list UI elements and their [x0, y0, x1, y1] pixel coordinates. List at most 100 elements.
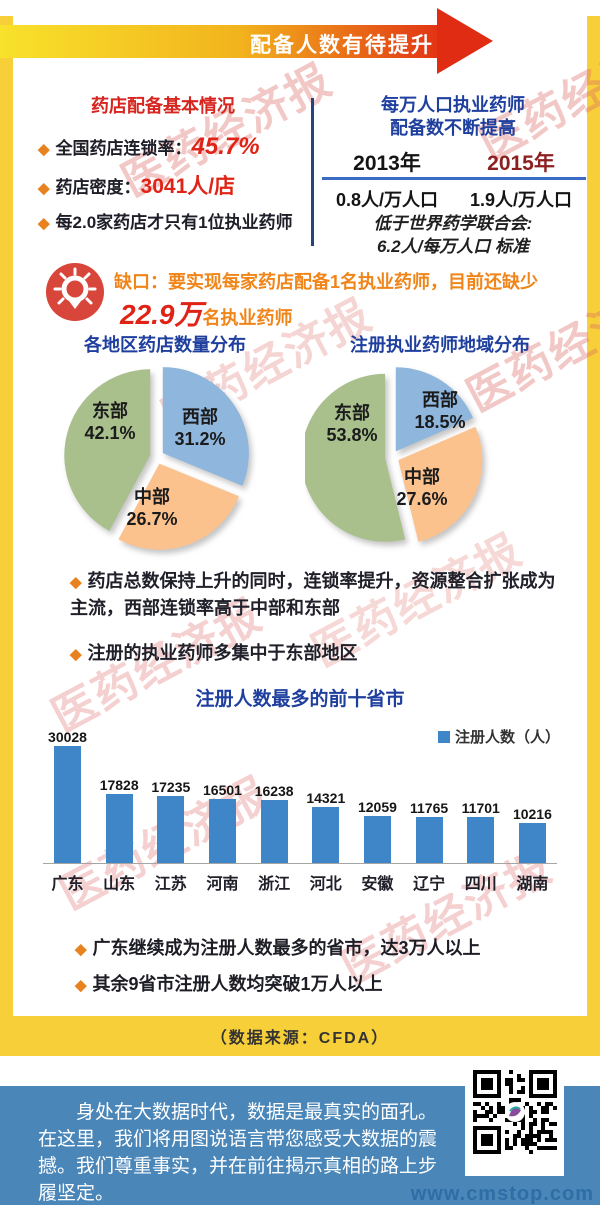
- slice-name: 东部: [334, 403, 370, 423]
- bar-category-label: 辽宁: [413, 876, 446, 893]
- bar-category-label: 江苏: [154, 876, 187, 893]
- per-capita-years: 2013年 2015年: [320, 147, 588, 177]
- diamond-icon: ◆: [38, 141, 50, 158]
- diamond-icon: ◆: [75, 977, 87, 994]
- bar: 16238: [250, 783, 299, 863]
- bar-category-label: 河北: [309, 876, 342, 893]
- note-others: ◆ 其余9省市注册人数均突破1万人以上: [75, 970, 383, 996]
- slice-name: 中部: [404, 467, 440, 487]
- bar-value-label: 17235: [151, 779, 191, 795]
- bar-chart-title: 注册人数最多的前十省市: [195, 689, 405, 710]
- pie-chart-pharmacies: 东部 42.1% 西部 31.2% 中部 26.7%: [40, 357, 285, 562]
- value-2015: 1.9人/万人口: [469, 190, 573, 210]
- diamond-icon: ◆: [70, 646, 82, 663]
- column-divider: [311, 98, 314, 246]
- year-2015: 2015年: [487, 152, 555, 175]
- pie1-label-west: 西部 31.2%: [145, 407, 255, 450]
- data-source-text: （数据来源：CFDA）: [210, 1030, 390, 1047]
- diamond-icon: ◆: [70, 574, 82, 591]
- bar-category-label: 浙江: [258, 876, 291, 893]
- bar: 17828: [95, 777, 144, 863]
- bullet-value: 45.7%: [191, 133, 260, 160]
- bullet-chain-rate: ◆ 全国药店连锁率：45.7%: [38, 133, 260, 161]
- year-2013: 2013年: [353, 152, 421, 175]
- finding-text: 药店总数保持上升的同时，连锁率提升，资源整合扩张成为主流，西部连锁率高于中部和东…: [70, 571, 556, 618]
- site-watermark: www.cmstop.com: [410, 1183, 594, 1205]
- qr-code-pattern: [472, 1070, 557, 1154]
- fip-standard-note: 低于世界药学联合会: 6.2人/每万人口 标准: [318, 213, 588, 259]
- slice-name: 东部: [92, 401, 128, 421]
- pie1-label-east: 东部 42.1%: [55, 401, 165, 444]
- data-source-band: （数据来源：CFDA）: [0, 1016, 600, 1056]
- finding-east: ◆ 注册的执业药师多集中于东部地区: [70, 640, 562, 667]
- bar-rect: [312, 807, 340, 863]
- bar-rect: [518, 823, 546, 863]
- slice-name: 西部: [422, 390, 458, 410]
- bar: 16501: [198, 782, 247, 863]
- slice-name: 中部: [134, 487, 170, 507]
- bar-value-label: 14321: [306, 790, 346, 806]
- diamond-icon: ◆: [38, 180, 50, 197]
- slice-pct: 18.5%: [414, 411, 466, 432]
- bar-legend: 注册人数（人）: [437, 726, 560, 747]
- basics-title: 药店配备基本情况: [91, 96, 235, 116]
- slice-pct: 31.2%: [174, 428, 226, 449]
- bullet-density: ◆ 药店密度：3041人/店: [38, 170, 235, 200]
- pie1-svg: [64, 367, 249, 550]
- slice-name: 西部: [182, 407, 218, 427]
- bulb-icon: [46, 263, 104, 321]
- bar-value-label: 12059: [357, 799, 397, 815]
- banner-arrow: 配备人数有待提升: [0, 8, 600, 78]
- bar-category-label: 山东: [103, 876, 136, 893]
- legend-label: 注册人数（人）: [454, 729, 560, 746]
- gap-text: 缺口：要实现每家药店配备1名执业药师，目前还缺少: [114, 272, 539, 292]
- note-text: 其余9省市注册人数均突破1万人以上: [92, 974, 383, 994]
- banner-title: 配备人数有待提升: [250, 34, 434, 57]
- bar-category-label: 四川: [464, 876, 497, 893]
- pie-chart-pharmacists: 东部 53.8% 西部 18.5% 中部 27.6%: [301, 357, 550, 562]
- bar: 11701: [456, 800, 505, 863]
- pie2-label-east: 东部 53.8%: [297, 403, 407, 446]
- bar-value-label: 10216: [512, 806, 552, 822]
- per-capita-values: 0.8人/万人口 1.9人/万人口: [320, 186, 588, 212]
- note-text: 广东继续成为注册人数最多的省市，达3万人以上: [92, 938, 481, 958]
- footer-text: 身处在大数据时代，数据是最真实的面孔。在这里，我们将用图说语言带您感受大数据的震…: [38, 1102, 438, 1204]
- bullet-ratio: ◆ 每2.0家药店才只有1位执业药师: [38, 208, 293, 233]
- bullet-label: 全国药店连锁率：: [55, 139, 192, 158]
- slice-pct: 42.1%: [84, 422, 136, 443]
- per-capita-title: 每万人口执业药师 配备数不断提高: [318, 94, 588, 139]
- bar-category-label: 安徽: [361, 876, 394, 893]
- bar: 11765: [405, 800, 454, 863]
- bar-value-label: 16238: [254, 783, 294, 799]
- slice-pct: 53.8%: [326, 424, 378, 445]
- bullet-label: 每2.0家药店才只有1位执业药师: [55, 213, 293, 232]
- fip-note-line2: 6.2人/每万人口 标准: [376, 236, 530, 256]
- pie1-title: 各地区药店数量分布: [84, 335, 246, 355]
- bar-category-label: 湖南: [516, 876, 549, 893]
- per-capita-title-line1: 每万人口执业药师: [381, 95, 525, 115]
- frame-right-rail: [587, 16, 600, 1022]
- bar-category-label: 河南: [206, 876, 239, 893]
- arrow-head-icon: [437, 8, 493, 74]
- pie2-title: 注册执业药师地域分布: [350, 335, 530, 355]
- bar: 10216: [508, 806, 557, 863]
- bar: 14321: [301, 790, 350, 863]
- fip-note-line1: 低于世界药学联合会:: [373, 214, 533, 233]
- pie1-label-central: 中部 26.7%: [97, 487, 207, 530]
- bar-chart: 注册人数（人） 30028 17828 17235 16501 16238 14321 12…: [35, 722, 565, 904]
- gap-suffix: 名执业药师: [202, 308, 293, 328]
- bar-categories: 广东 山东 江苏 河南 浙江 河北 安徽 辽宁 四川 湖南: [43, 870, 557, 894]
- diamond-icon: ◆: [75, 941, 87, 958]
- years-underline: [322, 177, 586, 180]
- bar-rect: [415, 817, 443, 863]
- bullet-value: 3041人/店: [140, 175, 236, 198]
- bar-rect: [363, 816, 391, 863]
- pie2-label-central: 中部 27.6%: [367, 467, 477, 510]
- per-capita-title-line2: 配备数不断提高: [390, 117, 516, 138]
- slice-pct: 27.6%: [396, 488, 448, 509]
- bar-value-label: 17828: [99, 777, 139, 793]
- finding-chains: ◆ 药店总数保持上升的同时，连锁率提升，资源整合扩张成为主流，西部连锁率高于中部和…: [70, 568, 562, 622]
- legend-swatch-icon: [437, 730, 450, 743]
- finding-text: 注册的执业药师多集中于东部地区: [87, 643, 358, 663]
